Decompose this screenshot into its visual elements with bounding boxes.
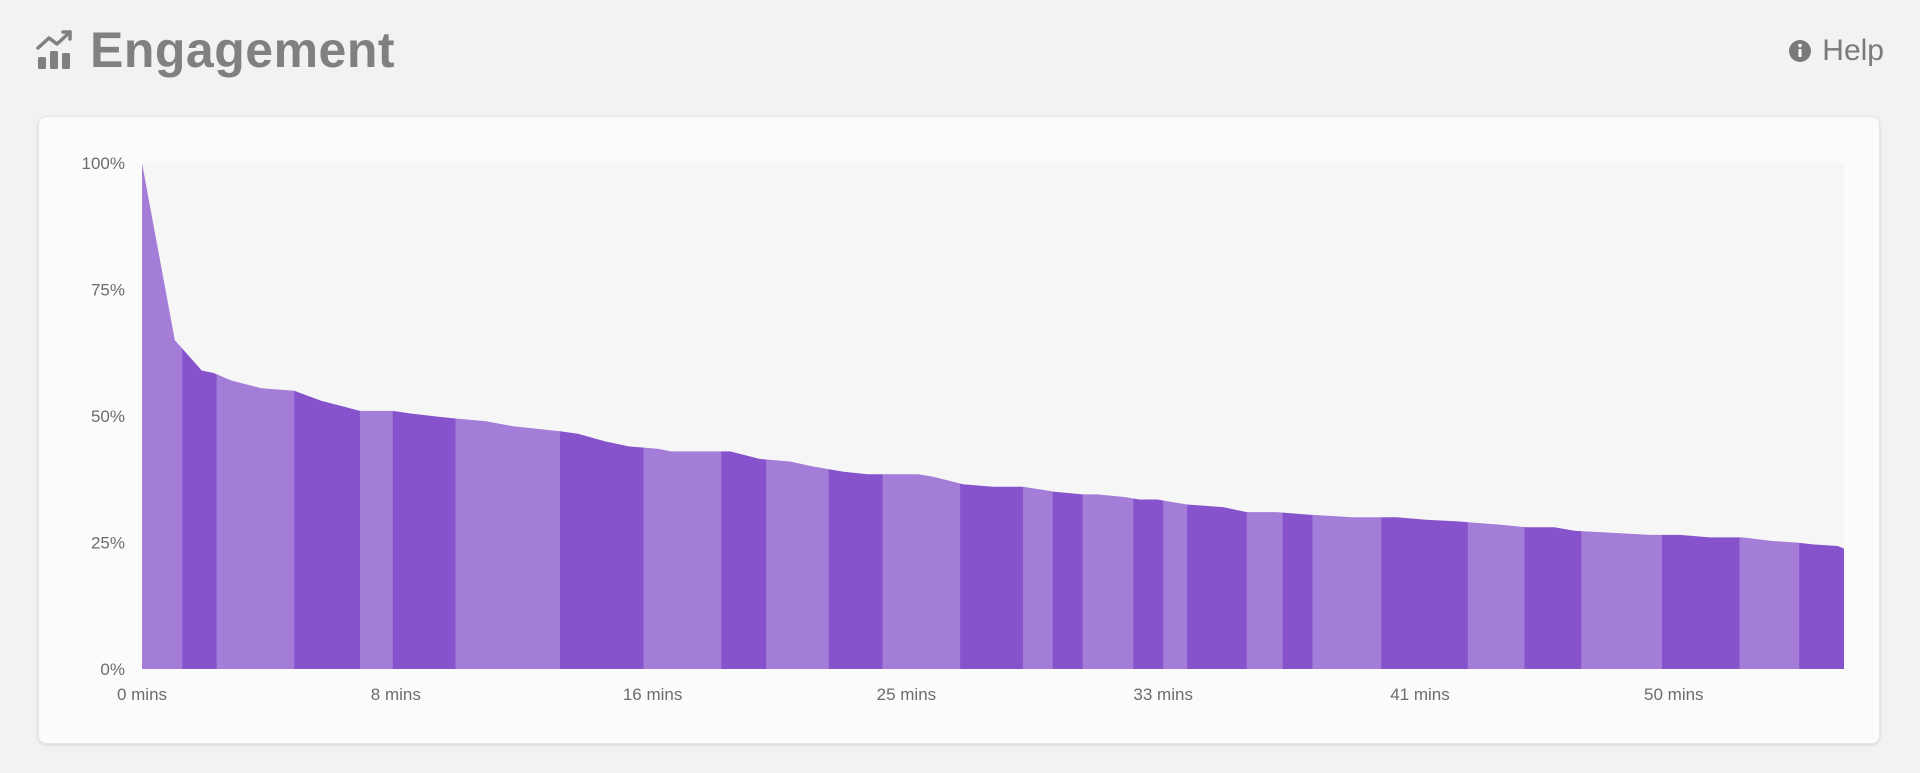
x-tick-label: 50 mins	[1644, 685, 1704, 704]
page-header: Engagement Help	[36, 22, 1884, 82]
y-axis: 0% 25% 50% 75% 100%	[82, 154, 125, 679]
x-tick-label: 0 mins	[117, 685, 167, 704]
y-tick-label: 25%	[91, 534, 125, 553]
x-axis: 0 mins 8 mins 16 mins 25 mins 33 mins 41 mins…	[117, 685, 1704, 704]
page-title: Engagement	[90, 22, 396, 78]
y-tick-label: 75%	[91, 281, 125, 300]
y-tick-label: 100%	[82, 154, 125, 173]
x-tick-label: 8 mins	[371, 685, 421, 704]
info-circle-icon	[1789, 40, 1812, 62]
y-tick-label: 50%	[91, 407, 125, 426]
x-tick-label: 33 mins	[1133, 685, 1193, 704]
help-link[interactable]: Help	[1788, 34, 1884, 68]
title-group: Engagement	[36, 22, 395, 78]
x-tick-label: 16 mins	[623, 685, 683, 704]
x-tick-label: 25 mins	[877, 685, 937, 704]
y-tick-label: 0%	[100, 660, 125, 679]
chart-trend-icon	[36, 30, 72, 69]
help-label: Help	[1822, 34, 1884, 67]
x-tick-label: 41 mins	[1390, 685, 1450, 704]
